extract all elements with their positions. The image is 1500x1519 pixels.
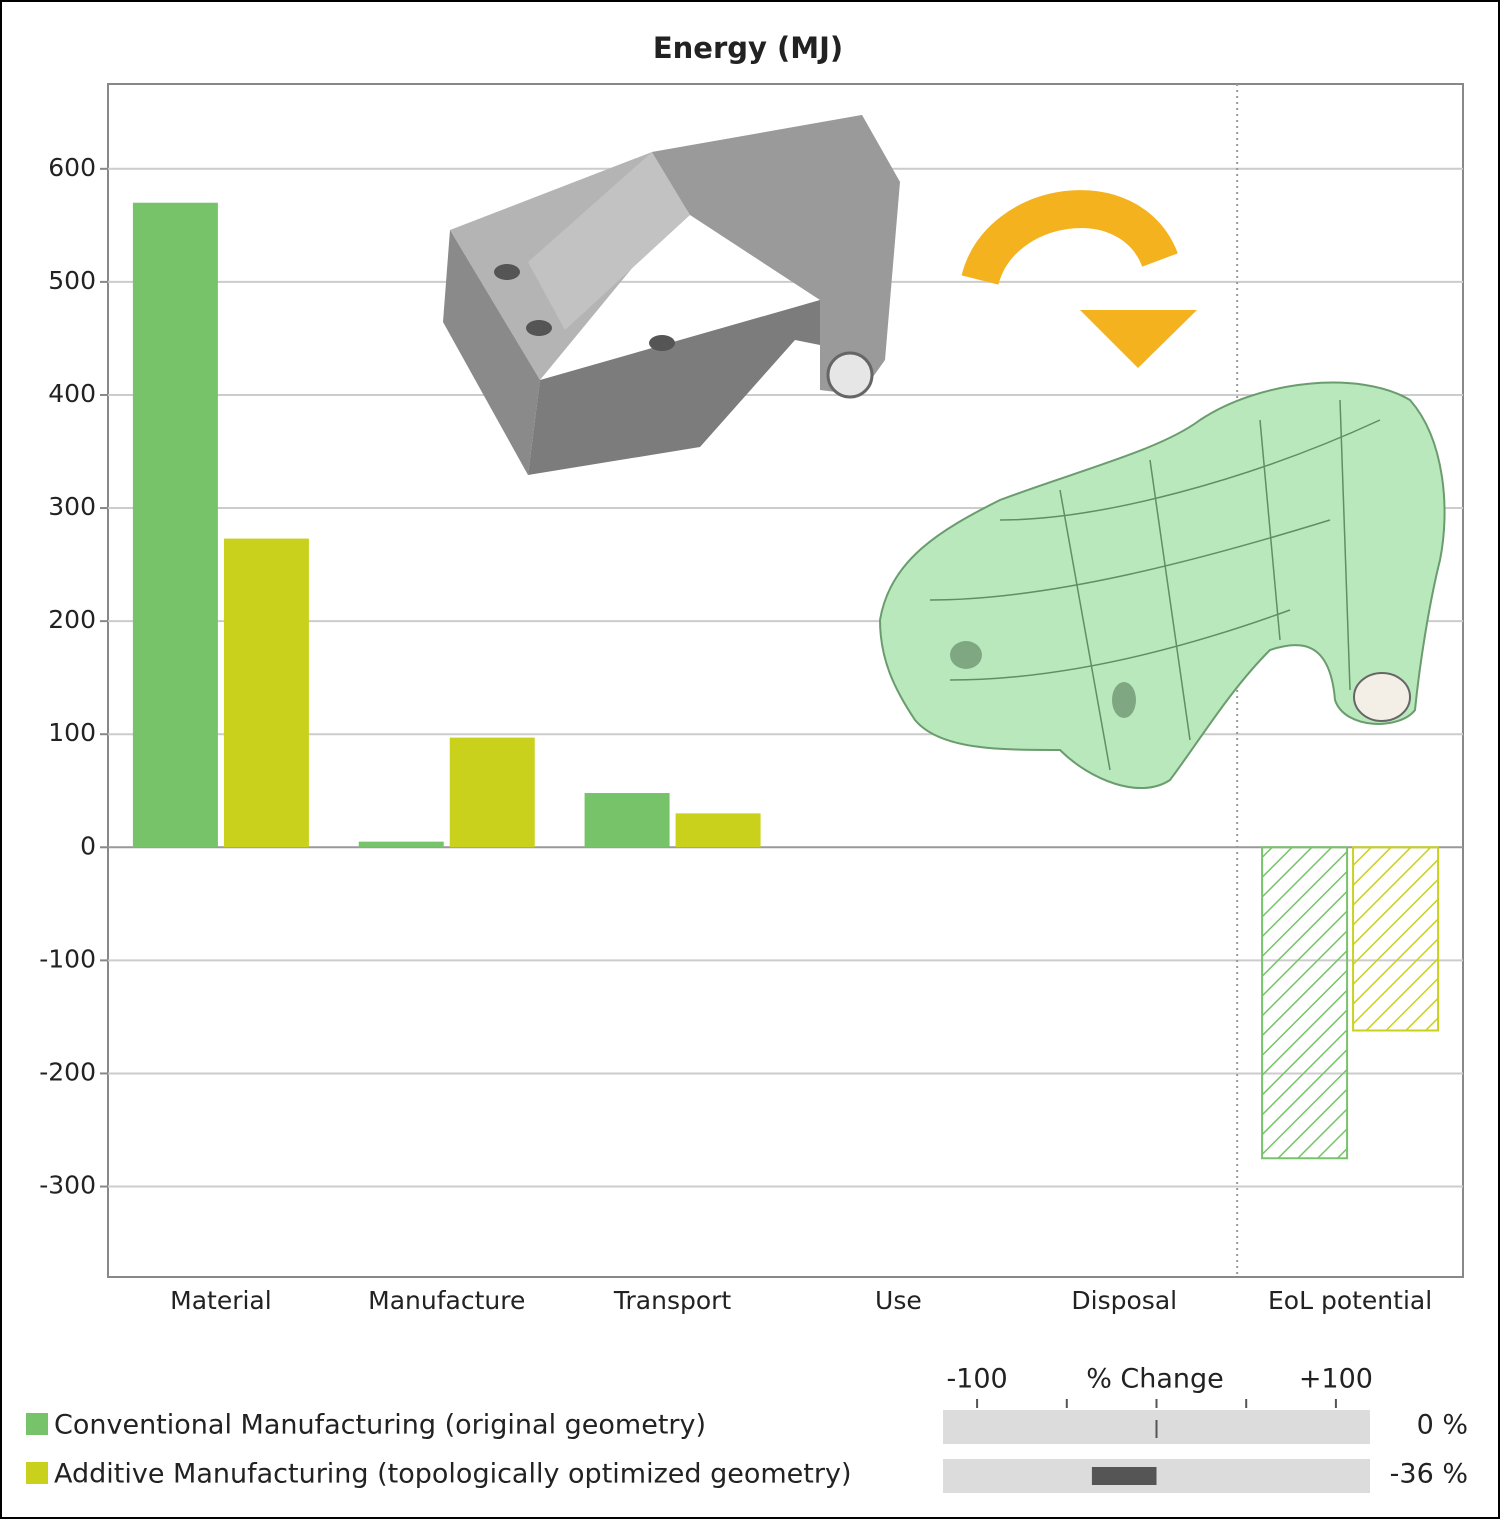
block-hole [649, 335, 675, 351]
y-tick-label: -100 [39, 944, 96, 973]
x-tick-label: Transport [613, 1286, 732, 1315]
block-ramp [528, 152, 690, 330]
y-tick-label: 600 [48, 153, 96, 182]
optimized-part [878, 381, 1446, 789]
part-hole [1112, 682, 1136, 718]
x-tick-label: Use [875, 1286, 922, 1315]
mesh-lines [929, 399, 1381, 771]
legend-label: Additive Manufacturing (topologically op… [54, 1459, 851, 1490]
bar [223, 538, 309, 848]
legend-swatch [26, 1413, 48, 1435]
bar [675, 813, 761, 848]
bar [584, 793, 670, 848]
y-tick-label: 200 [48, 605, 96, 634]
change-indicator: % Change -100 +100 0 % -36 % [943, 1364, 1468, 1493]
part-hole [950, 641, 982, 669]
y-tick-label: 500 [48, 266, 96, 295]
bar [449, 737, 535, 848]
plot-frame [107, 83, 1464, 1278]
change-title: % Change [1086, 1364, 1224, 1395]
block-left [443, 230, 540, 475]
x-tick-label: +100 [1299, 1364, 1373, 1395]
change-bar [1091, 1467, 1157, 1485]
legend-label: Conventional Manufacturing (original geo… [54, 1410, 706, 1441]
change-marker [1155, 1420, 1158, 1438]
arrow [961, 190, 1178, 286]
block-front [528, 300, 820, 475]
y-tick-label: 400 [48, 379, 96, 408]
x-tick-label: EoL potential [1268, 1286, 1432, 1315]
legend: Conventional Manufacturing (original geo… [26, 1410, 851, 1490]
hatched-bar [1261, 846, 1349, 1160]
part-hole [1353, 672, 1411, 722]
x-tick-label: Material [170, 1286, 272, 1315]
y-tick-label: 100 [48, 718, 96, 747]
change-value: -36 % [1390, 1459, 1468, 1490]
bar [132, 202, 218, 848]
x-tick-label: -100 [946, 1364, 1007, 1395]
hatched-bar [1352, 846, 1440, 1032]
x-tick-label: Disposal [1071, 1286, 1177, 1315]
y-tick-label: 300 [48, 492, 96, 521]
block-hole [494, 264, 520, 280]
y-tick-label: 0 [80, 831, 96, 860]
block-hole [526, 320, 552, 336]
legend-swatch [26, 1462, 48, 1484]
plot: -300 -200 -100 0 100 200 300 400 500 600 Material M… [39, 84, 1463, 1315]
y-tick-label: -300 [39, 1171, 96, 1200]
chart-title: Energy (MJ) [653, 31, 843, 65]
y-tick-label: -200 [39, 1057, 96, 1086]
change-value: 0 % [1417, 1410, 1468, 1441]
arrow-head [1080, 310, 1197, 368]
x-tick-label: Manufacture [368, 1286, 525, 1315]
bar [358, 841, 444, 848]
block-side [652, 115, 900, 395]
block-hole [826, 351, 874, 399]
illustrations [443, 115, 1446, 789]
